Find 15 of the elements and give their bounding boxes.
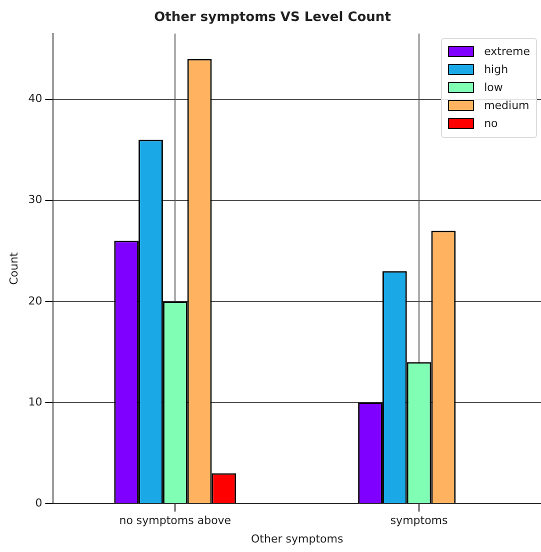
y-tick-label: 10 <box>28 395 42 408</box>
x-axis-title: Other symptoms <box>251 532 344 546</box>
chart-title: Other symptoms VS Level Count <box>154 10 391 26</box>
y-tick-label: 20 <box>28 294 42 308</box>
y-tick-label: 0 <box>35 496 42 510</box>
y-tick-label: 40 <box>28 92 42 106</box>
legend-label: medium <box>484 99 530 112</box>
legend-label: high <box>484 63 508 76</box>
x-tick-label: symptoms <box>390 514 448 528</box>
legend-label: extreme <box>484 45 530 58</box>
y-tick-label: 30 <box>28 193 42 206</box>
legend-label: no <box>484 117 498 130</box>
x-tick-label: no symptoms above <box>119 514 232 528</box>
legend-label: low <box>484 81 503 94</box>
y-axis-title: Count <box>7 252 20 285</box>
